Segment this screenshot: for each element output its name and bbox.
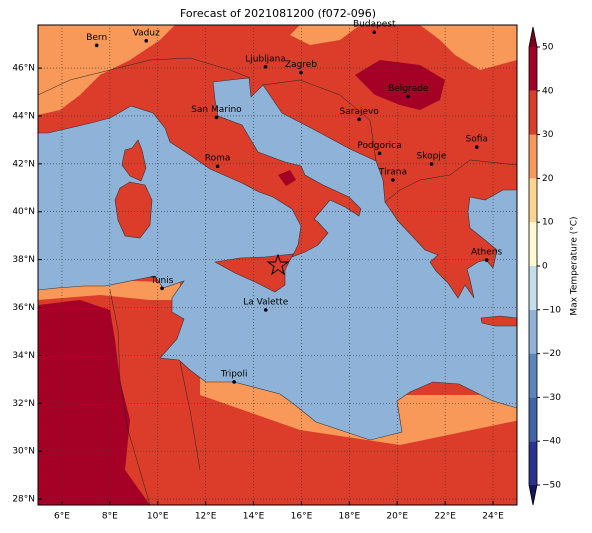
x-tick-label: 14°E (243, 512, 265, 522)
y-tick-label: 30°N (12, 447, 35, 457)
city-dot (406, 94, 411, 99)
city-label: Zagreb (285, 60, 317, 70)
y-tick-label: 34°N (12, 351, 35, 361)
city-dot (484, 258, 489, 262)
border (179, 361, 201, 471)
city-dot (144, 39, 149, 43)
city-dot (429, 162, 434, 166)
colorbar-tick-label: 40 (542, 86, 554, 96)
x-tick-label: 18°E (339, 512, 361, 522)
colorbar-segment (529, 397, 537, 442)
colorbar-tick-label: 20 (542, 174, 554, 184)
colorbar-segment (529, 222, 537, 266)
y-tick-label: 44°N (12, 111, 35, 121)
x-tick-label: 10°E (147, 512, 169, 522)
x-tick-label: 12°E (195, 512, 217, 522)
x-tick-label: 6°E (54, 512, 70, 522)
city-dot (299, 70, 303, 75)
x-tick-label: 20°E (386, 512, 408, 522)
city-label: Belgrade (388, 84, 429, 94)
city-dot (357, 117, 361, 122)
city-dot (377, 151, 382, 156)
city-label: Athens (471, 248, 502, 258)
city-label: Vaduz (133, 28, 160, 38)
colorbar-segment (529, 441, 537, 485)
colorbar-extend-over (529, 27, 537, 47)
hot-zone (355, 60, 445, 110)
overlay: 6°E 8°E 10°E 12°E 14°E 16°E 18°E 20°E 22°E 24°E 28… (12, 20, 517, 522)
city-label: Bern (86, 33, 107, 43)
city-label: Tunis (150, 276, 174, 286)
colorbar-segment (529, 353, 537, 398)
x-tick-label: 16°E (291, 512, 313, 522)
island (114, 181, 153, 239)
colorbar-segment (529, 90, 537, 135)
city-dot (94, 43, 99, 48)
colorbar-segment (529, 266, 537, 310)
y-tick-label: 32°N (12, 399, 35, 409)
colorbar-tick-label: −20 (542, 349, 561, 359)
y-tick-label: 28°N (12, 495, 35, 505)
city-dot (263, 65, 268, 69)
city-dot (391, 178, 395, 182)
y-tick-label: 42°N (12, 159, 35, 169)
colorbar-segment (529, 47, 537, 91)
colorbar-tick-label: 30 (542, 130, 554, 140)
warm-zone (38, 25, 175, 115)
colorbar-tick-label: −10 (542, 305, 561, 315)
city-dot (160, 286, 164, 291)
border (384, 159, 517, 203)
border (262, 79, 377, 162)
hot-zone (38, 300, 150, 505)
y-tick-label: 38°N (12, 255, 35, 265)
city-label: Tirana (378, 167, 407, 177)
city-dot (214, 115, 219, 120)
city-dot (232, 380, 236, 384)
colorbar-tick-label: −40 (542, 437, 561, 447)
colorbar-tick-label: −50 (542, 481, 561, 491)
city-label: Podgorica (357, 141, 401, 151)
y-tick-label: 36°N (12, 303, 35, 313)
border (38, 57, 251, 96)
city-label: Roma (205, 154, 231, 164)
colorbar-tick-label: 0 (542, 262, 548, 272)
colorbar-tick-label: −30 (542, 393, 561, 403)
island (214, 253, 294, 293)
city-label: San Marino (191, 105, 242, 115)
city-label: Sarajevo (340, 107, 380, 117)
map-layer (38, 25, 517, 505)
city-dot (372, 30, 377, 34)
colorbar-label: Max Temperature (°C) (570, 216, 580, 315)
city-label: Sofia (466, 135, 488, 145)
border (109, 289, 151, 505)
city-dot (263, 308, 268, 312)
city-label: Skopje (417, 151, 447, 161)
island (121, 139, 147, 182)
colorbar: −50 −40 −30 −20 −10 0 10 20 30 40 50 Max Temperatur… (528, 26, 580, 506)
colorbar-extend-under (529, 485, 537, 505)
map-title: Forecast of 2021081200 (f072-096) (180, 7, 376, 20)
plot-frame (37, 24, 518, 506)
city-label: Ljubljana (245, 54, 286, 64)
city-label: Budapest (353, 20, 396, 30)
island (480, 315, 517, 327)
city-dot (474, 145, 479, 149)
x-tick-label: 8°E (102, 512, 118, 522)
warm-zone (290, 25, 360, 45)
y-tick-label: 40°N (12, 207, 35, 217)
colorbar-segment (529, 178, 537, 223)
colorbar-tick-label: 50 (542, 43, 554, 53)
colorbar-segment (529, 134, 537, 179)
colorbar-segment (529, 309, 537, 354)
colorbar-tick-label: 10 (542, 218, 554, 228)
x-tick-label: 22°E (434, 512, 456, 522)
y-tick-label: 46°N (12, 64, 35, 74)
city-label: La Valette (243, 297, 288, 307)
city-dot (215, 164, 220, 169)
city-label: Tripoli (220, 369, 248, 379)
hot-zone (278, 170, 296, 186)
x-tick-label: 24°E (482, 512, 504, 522)
star-marker (266, 253, 290, 276)
